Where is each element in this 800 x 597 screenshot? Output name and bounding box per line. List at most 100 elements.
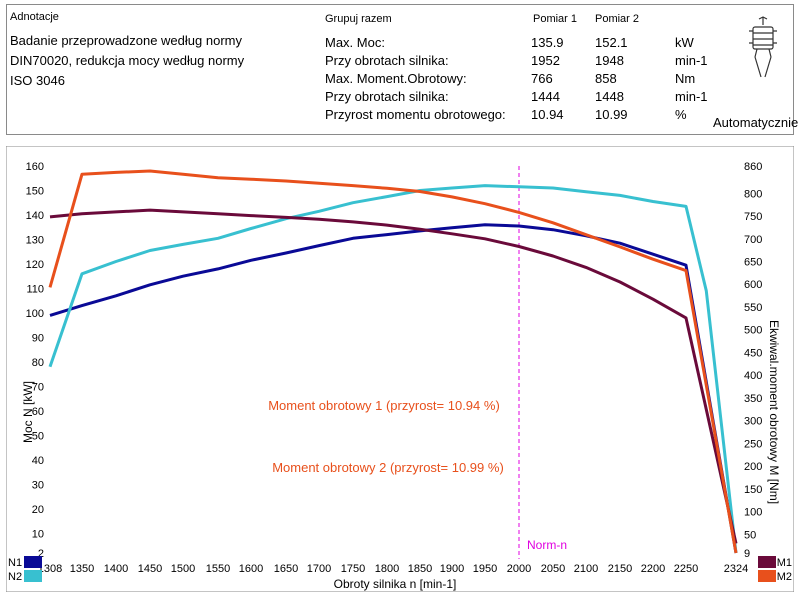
row-unit: %: [675, 107, 687, 122]
annotation-torque-1: Moment obrotowy 1 (przyrost= 10.94 %): [268, 398, 500, 413]
row-m2: 152.1: [595, 35, 628, 50]
row-m1: 135.9: [531, 35, 564, 50]
x-tick-label: 1450: [138, 563, 162, 575]
row-unit: min-1: [675, 89, 708, 104]
x-tick-label: 2200: [641, 563, 665, 575]
legend-label-m1: M1: [777, 557, 792, 569]
row-label: Przyrost momentu obrotowego:: [325, 107, 506, 122]
y-left-tick-label: 150: [26, 185, 44, 197]
y-axis-left-label: Moc N [kW]: [21, 381, 35, 443]
y-left-tick-label: 60: [32, 406, 44, 418]
norm-marker-label: Norm-n: [527, 538, 567, 552]
y-right-tick-label: 250: [744, 438, 762, 450]
row-m2: 858: [595, 71, 617, 86]
legend-swatch-m1: [758, 556, 776, 568]
row-label: Przy obrotach silnika:: [325, 53, 449, 68]
x-tick-label: 1850: [408, 563, 432, 575]
x-tick-label: 2150: [608, 563, 632, 575]
y-right-tick-label: 600: [744, 279, 762, 291]
y-right-tick-label: 450: [744, 347, 762, 359]
group-header: Grupuj razem: [325, 13, 392, 25]
y-left-tick-label: 90: [32, 332, 44, 344]
row-m2: 10.99: [595, 107, 628, 122]
x-tick-label: 2050: [541, 563, 565, 575]
measure1-header: Pomiar 1: [533, 13, 578, 25]
row-unit: kW: [675, 35, 694, 50]
y-left-tick-label: 80: [32, 357, 44, 369]
x-tick-label: 1350: [70, 563, 94, 575]
test-description: Badanie przeprowadzone według normy DIN7…: [10, 33, 245, 88]
y-right-tick-label: 9: [744, 548, 750, 560]
x-tick-label: 1650: [274, 563, 298, 575]
y-left-tick-label: 10: [32, 528, 44, 540]
y-right-tick-label: 400: [744, 370, 762, 382]
y-right-tick-label: 300: [744, 416, 762, 428]
chart-panel: Norm-n 2 10 20 30 40 50 60 70 80 90 100 110 120 130 14…: [5, 145, 795, 593]
row-m1: 766: [531, 71, 553, 86]
y-right-tick-label: 350: [744, 393, 762, 405]
measure2-header: Pomiar 2: [595, 13, 640, 25]
row-m2: 1948: [595, 53, 624, 68]
y-left-tick-label: 100: [26, 308, 44, 320]
y-left-tick-label: 2: [38, 548, 44, 560]
legend-label-n1: N1: [8, 557, 22, 569]
row-label: Przy obrotach silnika:: [325, 89, 449, 104]
x-tick-label: 1500: [171, 563, 195, 575]
legend-swatch-m2: [758, 570, 776, 582]
y-right-tick-label: 500: [744, 325, 762, 337]
x-tick-label: 1600: [239, 563, 263, 575]
row-label: Max. Moc:: [325, 35, 385, 50]
x-tick-label: 2000: [507, 563, 531, 575]
x-tick-label: 1308: [38, 563, 62, 575]
series-line-n2: [48, 184, 738, 554]
legend-swatch-n1: [24, 556, 42, 568]
y-right-tick-label: 650: [744, 256, 762, 268]
y-left-tick-label: 40: [32, 455, 44, 467]
y-left-tick-label: 130: [26, 234, 44, 246]
y-right-tick-label: 800: [744, 188, 762, 200]
row-m1: 1444: [531, 89, 560, 104]
legend-swatch-n2: [24, 570, 42, 582]
x-axis-label: Obroty silnika n [min-1]: [334, 577, 457, 591]
y-right-tick-label: 200: [744, 461, 762, 473]
x-tick-label: 1900: [440, 563, 464, 575]
y-left-tick-label: 50: [32, 430, 44, 442]
y-right-tick-label: 750: [744, 211, 762, 223]
series-line-m2: [48, 169, 738, 554]
y-left-tick-label: 30: [32, 479, 44, 491]
y-right-tick-label: 700: [744, 234, 762, 246]
x-tick-label: 1750: [341, 563, 365, 575]
x-tick-label: 2100: [574, 563, 598, 575]
series-line-m1: [49, 208, 738, 544]
x-tick-label: 1950: [473, 563, 497, 575]
y-left-tick-label: 140: [26, 210, 44, 222]
summary-panel: Adnotacje Grupuj razem Pomiar 1 Pomiar 2…: [6, 4, 798, 135]
y-right-tick-label: 100: [744, 507, 762, 519]
x-tick-label: 1800: [375, 563, 399, 575]
y-left-tick-label: 70: [32, 381, 44, 393]
x-tick-label: 1400: [104, 563, 128, 575]
y-left-tick-label: 120: [26, 259, 44, 271]
annotation-torque-2: Moment obrotowy 2 (przyrost= 10.99 %): [272, 460, 504, 475]
y-left-tick-label: 160: [26, 161, 44, 173]
row-m1: 10.94: [531, 107, 564, 122]
annotations-header: Adnotacje: [10, 11, 59, 23]
legend-label-m2: M2: [777, 571, 792, 583]
engine-dyno-icon: [749, 16, 777, 78]
y-right-tick-label: 860: [744, 161, 762, 173]
y-axis-right-label: Ekwiwal.moment obrotowy M [Nm]: [767, 320, 781, 504]
x-tick-label: 2324: [724, 563, 748, 575]
row-unit: Nm: [675, 71, 696, 86]
y-left-tick-label: 110: [26, 283, 44, 295]
row-m2: 1448: [595, 89, 624, 104]
row-unit: min-1: [675, 53, 708, 68]
y-right-tick-label: 50: [744, 529, 756, 541]
mode-label: Automatycznie: [713, 115, 799, 130]
series-line-n1: [49, 223, 738, 554]
row-label: Max. Moment.Obrotowy:: [325, 71, 467, 86]
x-tick-label: 2250: [674, 563, 698, 575]
y-right-tick-label: 550: [744, 302, 762, 314]
x-tick-label: 1700: [307, 563, 331, 575]
row-m1: 1952: [531, 53, 560, 68]
x-tick-label: 1550: [206, 563, 230, 575]
